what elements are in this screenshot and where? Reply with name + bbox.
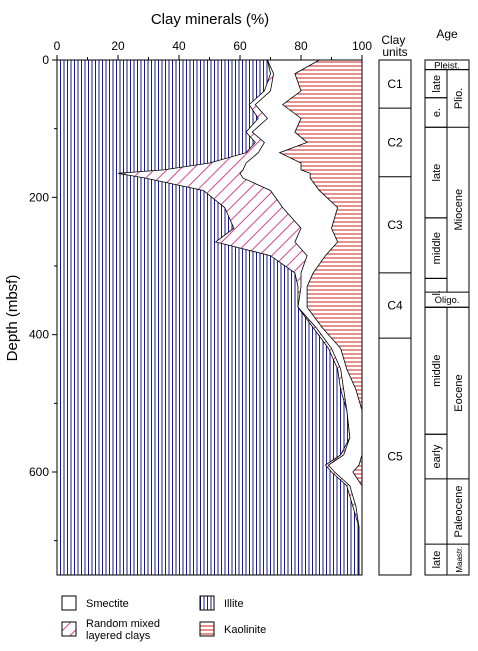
illite-boundary <box>117 60 360 575</box>
x-tick-label: 40 <box>172 39 186 53</box>
y-tick-label: 0 <box>42 53 49 67</box>
clay-units-header-line1: Clay <box>381 33 405 47</box>
legend-label: Kaolinite <box>224 624 266 636</box>
legend-label: Illite <box>224 598 244 610</box>
epoch-label: Paleocene <box>453 485 465 537</box>
clay-unit-label: C3 <box>387 218 403 232</box>
legend-item: Illite <box>199 595 244 611</box>
legend-item: Smectite <box>61 595 129 611</box>
age-header: Age <box>436 27 458 41</box>
subage-label: late <box>431 75 443 93</box>
clay-unit-label: C1 <box>387 77 403 91</box>
epoch-label: Plio. <box>453 88 465 109</box>
age-column: Age Pleist. Plio. Miocene Oligo. Eocene Paleo… <box>424 27 470 576</box>
subage-label: early <box>431 444 443 468</box>
legend-swatch <box>199 595 215 611</box>
x-axis-title: Clay minerals (%) <box>151 11 269 28</box>
x-tick-label: 100 <box>352 39 372 53</box>
clay-unit-label: C4 <box>387 298 403 312</box>
epoch-label: Oligo. <box>435 295 460 306</box>
y-axis-title: Depth (mbsf) <box>4 275 21 362</box>
legend-label-line: layered clays <box>86 630 151 642</box>
subage-label: e. <box>431 108 443 117</box>
legend-label-line: Smectite <box>86 598 129 610</box>
plot-layers <box>57 60 362 575</box>
epoch-label: Eocene <box>453 374 465 411</box>
x-tick-label: 20 <box>111 39 125 53</box>
epoch-label: Maastr. <box>455 546 464 572</box>
legend-item: Random mixed layered clays <box>61 618 160 642</box>
legend-swatch <box>61 595 77 611</box>
clay-units-frame <box>378 59 412 576</box>
clay-units-header-line2: units <box>382 45 407 59</box>
x-tick-label: 80 <box>294 39 308 53</box>
clay-units-header: Clay units <box>381 33 408 59</box>
subage-label: l. <box>431 290 443 296</box>
y-tick-label: 200 <box>29 190 49 204</box>
smectite-boundary <box>278 60 362 575</box>
epoch-label: Pleist. <box>434 60 460 71</box>
subage-label: middle <box>431 355 443 387</box>
legend-label: Smectite <box>86 598 129 610</box>
epoch-label: Miocene <box>453 189 465 231</box>
y-tick-label: 400 <box>29 328 49 342</box>
x-axis: 0 20 40 60 80 100 <box>54 39 372 60</box>
legend-swatch <box>61 621 77 637</box>
subage-label: late <box>431 551 443 569</box>
subage-label: middle <box>431 232 443 264</box>
legend-swatch <box>199 621 215 637</box>
legend-label-line: Illite <box>224 598 244 610</box>
x-tick-label: 0 <box>54 39 61 53</box>
clay-unit-label: C2 <box>387 135 403 149</box>
y-tick-label: 600 <box>29 465 49 479</box>
legend-item: Kaolinite <box>199 621 266 637</box>
legend-label-line: Kaolinite <box>224 624 266 636</box>
clay-unit-label: C5 <box>387 450 403 464</box>
illite-area <box>57 60 359 575</box>
legend-label-line: Random mixed <box>86 618 160 630</box>
legend-label: Random mixed layered clays <box>86 618 160 642</box>
subage-label: late <box>431 164 443 182</box>
legend: Smectite Random mixed layered clays Illite K… <box>61 595 266 642</box>
plot-area <box>56 59 363 576</box>
y-axis: 0 200 400 600 <box>29 53 57 542</box>
random-mixed-layered-clays-boundary <box>239 60 360 575</box>
clay-units-column: Clay units C1 C2 C3 C4 C5 <box>378 33 412 576</box>
x-tick-label: 60 <box>233 39 247 53</box>
